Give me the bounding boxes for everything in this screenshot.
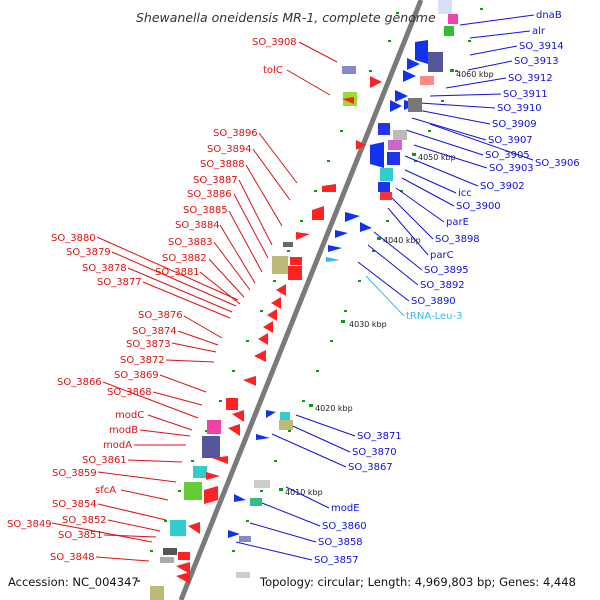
- gene-label-so3892[interactable]: SO_3892: [420, 280, 465, 291]
- gene-label-pare[interactable]: parE: [446, 217, 469, 228]
- gene-label-so3867[interactable]: SO_3867: [348, 462, 393, 473]
- gene-label-so3905[interactable]: SO_3905: [485, 150, 530, 161]
- gene-label-so3911[interactable]: SO_3911: [503, 89, 548, 100]
- gene-label-so3872[interactable]: SO_3872: [120, 355, 165, 366]
- genome-backbone: [178, 0, 424, 600]
- gene-label-so3907[interactable]: SO_3907: [488, 135, 533, 146]
- gene-label-so3906[interactable]: SO_3906: [535, 158, 580, 169]
- gene-label-so3910[interactable]: SO_3910: [497, 103, 542, 114]
- gene-label-so3879[interactable]: SO_3879: [66, 247, 111, 258]
- gene-label-mode[interactable]: modE: [331, 503, 360, 514]
- kbp-label: 4030 kbp: [349, 320, 387, 329]
- gene-label-so3849[interactable]: SO_3849: [7, 519, 52, 530]
- right-connectors: [235, 14, 535, 561]
- left-gene-labels: SO_3908 tolC SO_3896 SO_3894 SO_3888 SO_…: [7, 37, 297, 563]
- gene-label-so3848[interactable]: SO_3848: [50, 552, 95, 563]
- gene-label-dnab[interactable]: dnaB: [536, 10, 562, 21]
- gene-label-so3870[interactable]: SO_3870: [352, 447, 397, 458]
- kbp-label: 4040 kbp: [383, 236, 421, 245]
- gene-label-so3909[interactable]: SO_3909: [492, 119, 537, 130]
- gene-label-so3885[interactable]: SO_3885: [183, 205, 228, 216]
- gene-label-so3859[interactable]: SO_3859: [52, 468, 97, 479]
- kbp-scale: 4060 kbp 4050 kbp 4040 kbp 4030 kbp 4020…: [279, 69, 494, 497]
- gene-label-so3888[interactable]: SO_3888: [200, 159, 245, 170]
- right-gene-labels: dnaB alr SO_3914 SO_3913 SO_3912 SO_3911…: [314, 10, 580, 566]
- gene-label-so3913[interactable]: SO_3913: [514, 56, 559, 67]
- gene-label-so3884[interactable]: SO_3884: [175, 220, 220, 231]
- gene-label-so3912[interactable]: SO_3912: [508, 73, 553, 84]
- gene-label-so3871[interactable]: SO_3871: [357, 431, 402, 442]
- gene-label-so3851[interactable]: SO_3851: [58, 530, 103, 541]
- gene-label-so3900[interactable]: SO_3900: [456, 201, 501, 212]
- kbp-tick: [450, 69, 454, 72]
- gene-label-so3854[interactable]: SO_3854: [52, 499, 97, 510]
- gene-label-parc[interactable]: parC: [430, 250, 454, 261]
- gene-label-so3887[interactable]: SO_3887: [193, 175, 238, 186]
- tick-dots: [137, 8, 483, 582]
- left-connectors: [51, 41, 338, 562]
- gene-label-so3876[interactable]: SO_3876: [138, 310, 183, 321]
- gene-label-trna-leu-3[interactable]: tRNA-Leu-3: [406, 311, 462, 322]
- gene-label-so3861[interactable]: SO_3861: [82, 455, 127, 466]
- kbp-tick: [377, 237, 381, 240]
- gene-label-so3860[interactable]: SO_3860: [322, 521, 367, 532]
- gene-features: [150, 0, 458, 600]
- gene-label-so3894[interactable]: SO_3894: [207, 144, 252, 155]
- gene-label-so3903[interactable]: SO_3903: [489, 163, 534, 174]
- gene-label-so3869[interactable]: SO_3869: [114, 370, 159, 381]
- gene-label-so3896[interactable]: SO_3896: [213, 128, 258, 139]
- gene-label-tolc[interactable]: tolC: [263, 65, 283, 76]
- kbp-tick: [412, 153, 416, 156]
- gene-label-so3902[interactable]: SO_3902: [480, 181, 525, 192]
- gene-label-so3895[interactable]: SO_3895: [424, 265, 469, 276]
- gene-label-so3883[interactable]: SO_3883: [168, 237, 213, 248]
- gene-label-moda[interactable]: modA: [103, 440, 132, 451]
- gene-label-so3878[interactable]: SO_3878: [82, 263, 127, 274]
- gene-label-so3873[interactable]: SO_3873: [126, 339, 171, 350]
- gene-label-alr[interactable]: alr: [532, 26, 546, 37]
- gene-label-modc[interactable]: modC: [115, 410, 144, 421]
- gene-label-so3908[interactable]: SO_3908: [252, 37, 297, 48]
- gene-label-so3852[interactable]: SO_3852: [62, 515, 107, 526]
- topology-text: Topology: circular; Length: 4,969,803 bp…: [259, 575, 576, 589]
- gene-label-so3858[interactable]: SO_3858: [318, 537, 363, 548]
- kbp-label: 4020 kbp: [315, 404, 353, 413]
- gene-label-so3866[interactable]: SO_3866: [57, 377, 102, 388]
- kbp-tick: [279, 488, 283, 491]
- map-title: Shewanella oneidensis MR-1, complete gen…: [136, 10, 436, 25]
- gene-label-so3882[interactable]: SO_3882: [162, 253, 207, 264]
- gene-label-so3886[interactable]: SO_3886: [187, 189, 232, 200]
- gene-label-sfca[interactable]: sfcA: [95, 485, 116, 496]
- kbp-label: 4010 kbp: [285, 488, 323, 497]
- gene-label-so3914[interactable]: SO_3914: [519, 41, 564, 52]
- gene-label-so3898[interactable]: SO_3898: [435, 234, 480, 245]
- kbp-label: 4060 kbp: [456, 70, 494, 79]
- gene-label-so3857[interactable]: SO_3857: [314, 555, 359, 566]
- accession-text: Accession: NC_004347: [8, 575, 139, 589]
- kbp-tick: [341, 320, 345, 323]
- gene-label-so3877[interactable]: SO_3877: [97, 277, 142, 288]
- gene-label-so3880[interactable]: SO_3880: [51, 233, 96, 244]
- kbp-tick: [309, 404, 313, 407]
- gene-label-so3868[interactable]: SO_3868: [107, 387, 152, 398]
- gene-label-icc[interactable]: icc: [458, 188, 472, 199]
- gene-label-so3874[interactable]: SO_3874: [132, 326, 177, 337]
- gene-label-so3890[interactable]: SO_3890: [411, 296, 456, 307]
- kbp-label: 4050 kbp: [418, 153, 456, 162]
- gene-label-modb[interactable]: modB: [109, 425, 138, 436]
- gene-label-so3881[interactable]: SO_3881: [155, 267, 200, 278]
